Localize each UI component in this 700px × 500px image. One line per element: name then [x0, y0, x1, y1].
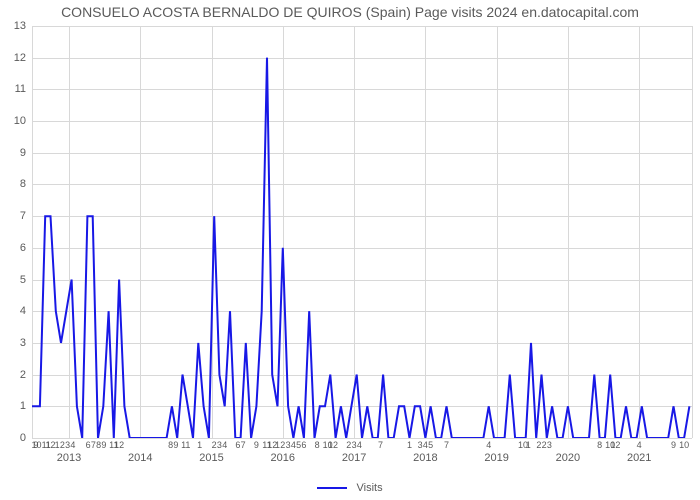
x-month-label: 5: [296, 440, 301, 450]
x-month-label: 4: [291, 440, 296, 450]
x-month-label: 12: [328, 440, 338, 450]
x-month-label: 5: [428, 440, 433, 450]
x-month-label: 2: [60, 440, 65, 450]
x-month-label: 3: [352, 440, 357, 450]
x-month-label: 9: [173, 440, 178, 450]
legend-label: Visits: [356, 482, 382, 494]
x-month-label: 11: [181, 440, 190, 450]
x-month-label: 2: [542, 440, 547, 450]
y-tick-label: 1: [20, 400, 26, 412]
x-month-label: 1: [526, 440, 531, 450]
x-month-label: 4: [222, 440, 227, 450]
chart-legend: Visits: [0, 482, 700, 494]
x-month-label: 4: [486, 440, 491, 450]
x-month-label: 2: [536, 440, 541, 450]
x-month-label: 3: [418, 440, 423, 450]
x-month-label: 8: [168, 440, 173, 450]
x-month-label: 1: [55, 440, 60, 450]
x-month-label: 6: [301, 440, 306, 450]
legend-swatch: [317, 487, 347, 489]
x-month-label: 12: [610, 440, 620, 450]
x-month-label: 9: [101, 440, 106, 450]
y-tick-label: 3: [20, 337, 26, 349]
x-month-label: 6: [235, 440, 240, 450]
x-month-label: 1: [197, 440, 202, 450]
y-tick-label: 8: [20, 178, 26, 190]
x-year-label: 2018: [413, 452, 437, 464]
x-month-label: 12: [114, 440, 124, 450]
x-month-label: 3: [217, 440, 222, 450]
chart-plot-area: 0123456789101112132013201420152016201720…: [32, 26, 692, 438]
x-year-label: 2020: [556, 452, 580, 464]
x-month-label: 1: [407, 440, 412, 450]
x-month-label: 9: [671, 440, 676, 450]
x-month-label: 3: [547, 440, 552, 450]
x-year-label: 2014: [128, 452, 152, 464]
y-tick-label: 12: [14, 52, 26, 64]
y-tick-label: 6: [20, 242, 26, 254]
x-month-label: 10: [679, 440, 689, 450]
x-month-label: 9: [254, 440, 259, 450]
x-month-label: 8: [315, 440, 320, 450]
x-month-label: 2: [212, 440, 217, 450]
x-year-label: 2013: [57, 452, 81, 464]
x-month-label: 8: [96, 440, 101, 450]
x-month-label: 6: [86, 440, 91, 450]
y-tick-label: 11: [15, 83, 26, 95]
visits-line: [32, 26, 692, 438]
x-month-label: 3: [65, 440, 70, 450]
y-tick-label: 2: [20, 369, 26, 381]
x-month-label: 1: [275, 440, 280, 450]
x-month-label: 7: [378, 440, 383, 450]
chart-title: CONSUELO ACOSTA BERNALDO DE QUIROS (Spai…: [0, 4, 700, 20]
y-tick-label: 10: [14, 115, 26, 127]
x-month-label: 2: [346, 440, 351, 450]
x-month-label: 4: [637, 440, 642, 450]
x-month-label: 7: [241, 440, 246, 450]
x-month-label: 3: [286, 440, 291, 450]
x-year-label: 2021: [627, 452, 651, 464]
x-year-label: 2017: [342, 452, 366, 464]
y-tick-label: 5: [20, 274, 26, 286]
y-tick-label: 7: [20, 210, 26, 222]
x-month-label: 2: [280, 440, 285, 450]
x-month-label: 8: [597, 440, 602, 450]
y-tick-label: 13: [14, 20, 26, 32]
x-year-label: 2019: [484, 452, 508, 464]
x-month-label: 4: [70, 440, 75, 450]
y-tick-label: 0: [20, 432, 26, 444]
axis-line: [32, 438, 692, 439]
x-month-label: 7: [91, 440, 96, 450]
y-tick-label: 9: [20, 147, 26, 159]
x-year-label: 2016: [271, 452, 295, 464]
x-month-label: 4: [357, 440, 362, 450]
x-month-label: 7: [444, 440, 449, 450]
x-year-label: 2015: [199, 452, 223, 464]
axis-line: [692, 26, 693, 438]
y-tick-label: 4: [20, 305, 26, 317]
x-month-label: 4: [423, 440, 428, 450]
